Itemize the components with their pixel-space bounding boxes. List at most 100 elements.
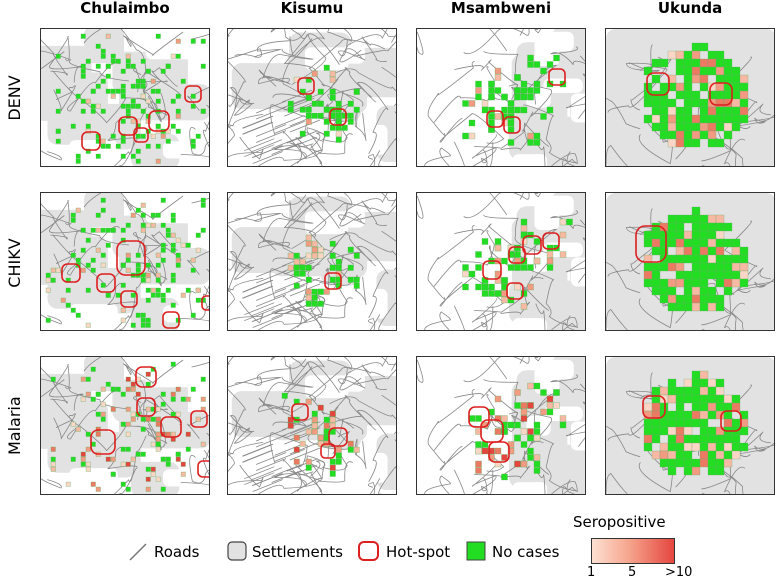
no-case-cell: [75, 93, 81, 99]
no-case-cell: [347, 100, 354, 107]
no-case-cell: [651, 230, 661, 240]
seropositive-cell: [683, 426, 693, 436]
seropositive-cell: [120, 307, 126, 313]
seropositive-cell: [185, 396, 191, 402]
seropositive-cell: [95, 486, 101, 492]
no-case-cell: [353, 106, 360, 113]
seropositive-cell: [200, 396, 206, 402]
no-case-cell: [723, 58, 733, 68]
hotspots-layer: [90, 366, 209, 478]
no-case-cell: [731, 434, 741, 444]
no-case-cell: [335, 264, 342, 271]
no-case-cell: [707, 294, 717, 304]
no-case-cell: [675, 254, 685, 264]
seropositive-cell: [190, 257, 196, 263]
no-case-cell: [527, 447, 534, 455]
no-case-cell: [683, 50, 693, 60]
no-case-cell: [130, 83, 136, 89]
no-case-cell: [329, 252, 336, 259]
no-case-cell: [699, 82, 709, 92]
seropositive-cell: [494, 244, 502, 252]
no-case-cell: [723, 410, 733, 420]
no-case-cell: [190, 267, 196, 273]
seropositive-cell: [699, 370, 709, 380]
map-panel-ukunda-chikv: [605, 192, 775, 331]
no-case-cell: [140, 322, 146, 328]
hotspot-outline: [96, 273, 116, 293]
no-case-cell: [110, 386, 116, 392]
no-case-cell: [675, 294, 685, 304]
no-case-cell: [527, 231, 534, 239]
no-case-cell: [317, 112, 324, 119]
seropositive-cell: [317, 440, 324, 447]
seropositive-cell: [335, 130, 342, 137]
no-case-cell: [160, 391, 166, 397]
no-case-cell: [120, 282, 126, 288]
no-case-cell: [125, 108, 131, 114]
no-case-cell: [643, 230, 653, 240]
hotspot-outline: [116, 240, 146, 276]
no-case-cell: [323, 118, 330, 125]
seropositive-cell: [80, 396, 86, 402]
column-title-ukunda: Ukunda: [657, 0, 723, 17]
seropositive-cell: [683, 442, 693, 452]
roads-legend-icon: [129, 543, 147, 561]
no-case-cell: [125, 58, 131, 64]
seropositive-cell: [155, 436, 161, 442]
no-case-cell: [494, 238, 502, 245]
no-case-cell: [731, 122, 741, 132]
cases-layer: [462, 54, 567, 146]
map-canvas: [606, 357, 774, 494]
no-case-cell: [155, 143, 161, 149]
no-case-cell: [190, 143, 196, 149]
seropositive-cell: [155, 272, 161, 278]
hotspot-outline: [486, 110, 504, 128]
no-case-cell: [723, 106, 733, 116]
no-case-cell: [691, 418, 701, 428]
no-case-cell: [683, 294, 693, 304]
no-case-cell: [533, 382, 541, 390]
no-case-cell: [707, 466, 717, 476]
no-case-cell: [305, 276, 312, 283]
no-case-cell: [699, 394, 709, 404]
no-case-cell: [299, 106, 306, 113]
no-case-cell: [715, 302, 725, 312]
seropositive-cell: [494, 460, 502, 468]
no-case-cell: [501, 428, 508, 435]
no-case-cell: [317, 300, 324, 307]
no-case-cell: [699, 130, 709, 140]
no-case-cell: [120, 421, 126, 427]
no-case-cell: [475, 415, 482, 422]
no-case-cell: [707, 262, 717, 272]
no-case-cell: [155, 98, 161, 104]
no-case-cell: [739, 98, 749, 108]
seropositive-cell: [135, 391, 141, 397]
seropositive-cell: [175, 456, 181, 462]
no-case-cell: [335, 452, 342, 459]
no-case-cell: [731, 394, 741, 404]
no-case-cell: [110, 133, 116, 139]
no-case-cell: [299, 270, 306, 277]
seropositive-cell: [293, 458, 300, 465]
seropositive-cell: [683, 378, 693, 388]
seropositive-cell: [731, 246, 741, 256]
hotspots-layer: [297, 77, 347, 126]
seropositive-cell: [347, 440, 354, 447]
no-case-cell: [651, 278, 661, 288]
no-case-cell: [311, 300, 318, 307]
no-case-cell: [165, 461, 171, 467]
hotspots-layer: [635, 225, 667, 263]
no-case-cell: [507, 100, 515, 107]
seropositive-cell: [651, 238, 661, 248]
no-case-cell: [691, 98, 701, 108]
no-case-cell: [100, 282, 106, 288]
no-case-cell: [165, 63, 171, 69]
seropositive-cell: [185, 431, 191, 437]
no-case-cell: [293, 282, 300, 289]
no-case-cell: [120, 103, 126, 109]
seropositive-cell: [475, 467, 482, 474]
seropositive-cell: [533, 434, 541, 442]
no-case-cell: [507, 251, 515, 258]
no-case-cell: [527, 93, 534, 101]
no-case-cell: [140, 108, 146, 114]
